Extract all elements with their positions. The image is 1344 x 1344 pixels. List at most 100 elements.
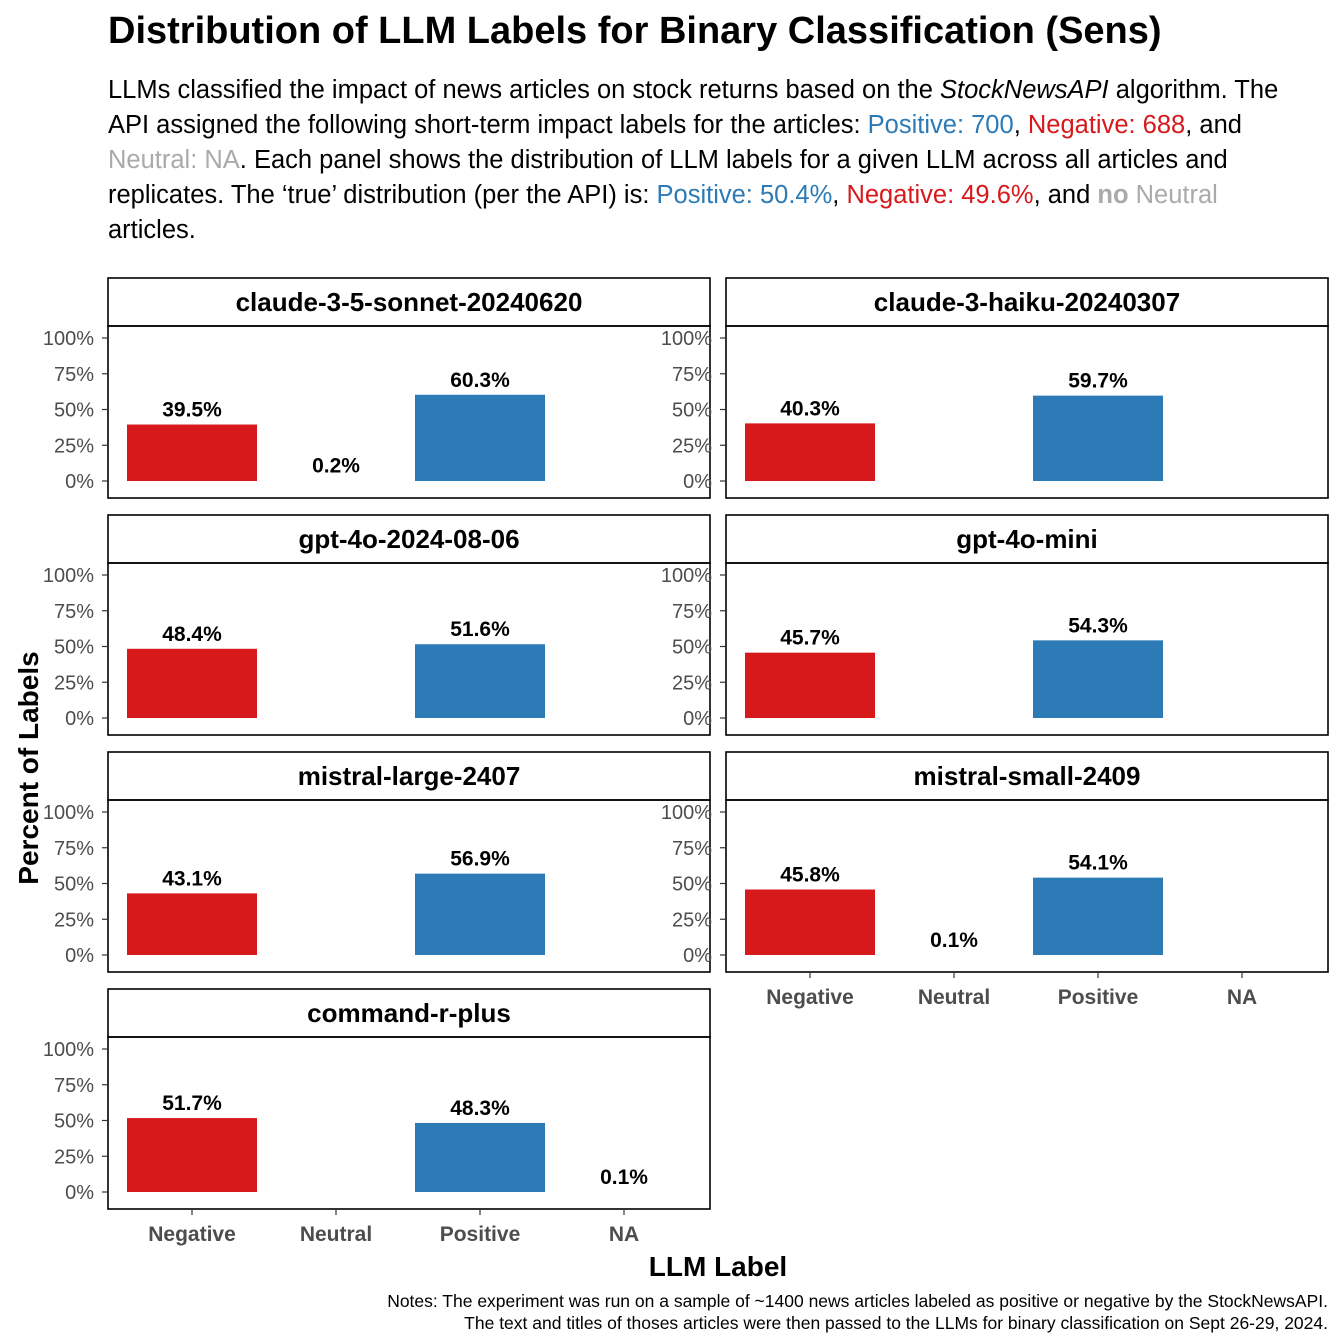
bar-positive <box>415 873 545 955</box>
bar-label-neutral: 0.2% <box>312 455 360 478</box>
bar-label-negative: 45.7% <box>780 627 840 650</box>
bar-negative <box>745 889 875 955</box>
bar-label-neutral: 0.1% <box>930 929 978 952</box>
panel-frame <box>725 799 1329 973</box>
bar-label-positive: 54.3% <box>1068 614 1128 637</box>
y-tick-label: 50% <box>54 1111 94 1133</box>
facet-panels: claude-3-5-sonnet-20240620 0% 25% 50% 75% 100… <box>43 277 1329 1246</box>
y-tick-label: 50% <box>672 400 712 422</box>
bar-negative <box>127 893 257 955</box>
panel-strip <box>107 988 711 1038</box>
y-tick-label: 75% <box>54 838 94 860</box>
subtitle-text-3: , <box>1013 111 1028 139</box>
x-tick-label-negative: Negative <box>148 1223 236 1246</box>
y-tick-label: 25% <box>672 909 712 931</box>
y-tick-label: 0% <box>65 708 94 730</box>
y-tick-label: 50% <box>672 637 712 659</box>
bar-negative <box>745 423 875 481</box>
chart-notes: Notes: The experiment was run on a sampl… <box>387 1290 1328 1334</box>
subtitle-text-9: articles. <box>108 216 196 244</box>
y-tick-label: 25% <box>672 672 712 694</box>
panel-title: command-r-plus <box>307 998 511 1028</box>
panel-claude-3-haiku-20240307: claude-3-haiku-20240307 0% 25% 50% 75% 100% 40… <box>661 277 1329 499</box>
subtitle-neutral-word: Neutral <box>1135 181 1218 209</box>
y-tick-label: 0% <box>683 945 712 967</box>
panel-frame <box>107 562 711 736</box>
y-tick-label: 100% <box>43 802 94 824</box>
y-tick-label: 25% <box>54 1146 94 1168</box>
subtitle-neutral-count: Neutral: NA <box>108 146 240 174</box>
subtitle-text-4: , and <box>1185 111 1242 139</box>
bar-label-positive: 48.3% <box>450 1097 510 1120</box>
x-axis-title: LLM Label <box>649 1251 787 1282</box>
panel-title: mistral-small-2409 <box>914 761 1141 791</box>
bar-label-negative: 45.8% <box>780 864 840 887</box>
y-tick-label: 100% <box>43 565 94 587</box>
panel-title: claude-3-5-sonnet-20240620 <box>236 287 583 317</box>
panel-frame <box>107 799 711 973</box>
subtitle-negative-pct: Negative: 49.6% <box>846 181 1034 209</box>
y-tick-label: 25% <box>54 909 94 931</box>
subtitle-positive-pct: Positive: 50.4% <box>656 181 833 209</box>
panel-frame <box>107 325 711 499</box>
bar-positive <box>415 644 545 718</box>
subtitle-negative-count: Negative: 688 <box>1027 111 1186 139</box>
bar-negative <box>127 1118 257 1192</box>
y-tick-label: 50% <box>54 400 94 422</box>
x-tick-label-positive: Positive <box>1058 986 1139 1009</box>
y-tick-label: 0% <box>65 471 94 493</box>
y-tick-label: 0% <box>65 1182 94 1204</box>
panel-command-r-plus: command-r-plus 0% 25% 50% 75% 100% 51.7% 48.3% 0… <box>43 988 711 1246</box>
panel-mistral-small-2409: mistral-small-2409 0% 25% 50% 75% 100% 45.8% 0.… <box>661 751 1329 1009</box>
bar-negative <box>127 424 257 481</box>
bar-label-positive: 60.3% <box>450 369 510 392</box>
bar-positive <box>1033 640 1163 718</box>
y-tick-label: 75% <box>54 601 94 623</box>
panel-gpt-4o-mini: gpt-4o-mini 0% 25% 50% 75% 100% 45.7% 54.3% <box>661 514 1329 736</box>
bar-label-negative: 43.1% <box>162 867 222 890</box>
panel-mistral-large-2407: mistral-large-2407 0% 25% 50% 75% 100% 43.1% 56… <box>43 751 711 973</box>
panel-strip <box>107 277 711 327</box>
bar-positive <box>1033 395 1163 481</box>
y-tick-label: 75% <box>672 601 712 623</box>
x-tick-label-neutral: Neutral <box>918 986 990 1009</box>
bar-label-positive: 54.1% <box>1068 852 1128 875</box>
bar-negative <box>127 648 257 718</box>
y-tick-label: 100% <box>661 328 712 350</box>
panel-strip <box>725 277 1329 327</box>
y-tick-label: 75% <box>672 364 712 386</box>
bar-positive <box>415 394 545 481</box>
subtitle-no-word: no <box>1097 181 1129 209</box>
x-tick-label-na: NA <box>1227 986 1257 1009</box>
bar-label-negative: 39.5% <box>162 399 222 422</box>
bar-positive <box>1033 877 1163 955</box>
panel-title: gpt-4o-2024-08-06 <box>298 524 519 554</box>
y-tick-label: 100% <box>43 1039 94 1061</box>
y-tick-label: 75% <box>54 1075 94 1097</box>
y-tick-label: 25% <box>54 435 94 457</box>
y-axis-title: Percent of Labels <box>13 651 44 884</box>
y-tick-label: 75% <box>54 364 94 386</box>
y-tick-label: 100% <box>661 802 712 824</box>
y-tick-label: 100% <box>43 328 94 350</box>
x-tick-label-na: NA <box>609 1223 639 1246</box>
panel-title: claude-3-haiku-20240307 <box>874 287 1180 317</box>
bar-positive <box>415 1122 545 1192</box>
bar-label-positive: 51.6% <box>450 618 510 641</box>
bar-label-negative: 40.3% <box>780 397 840 420</box>
bar-label-positive: 56.9% <box>450 848 510 871</box>
panel-title: gpt-4o-mini <box>956 524 1098 554</box>
panel-frame <box>725 325 1329 499</box>
subtitle-text-5: . Each panel shows the distribution of L… <box>108 146 1228 209</box>
x-tick-label-neutral: Neutral <box>300 1223 372 1246</box>
panel-title: mistral-large-2407 <box>298 761 521 791</box>
panel-strip <box>725 514 1329 564</box>
subtitle-text-7: , and <box>1033 181 1098 209</box>
chart-title: Distribution of LLM Labels for Binary Cl… <box>108 10 1162 52</box>
subtitle-positive-count: Positive: 700 <box>867 111 1014 139</box>
x-tick-label-positive: Positive <box>440 1223 521 1246</box>
y-tick-label: 0% <box>65 945 94 967</box>
subtitle-text-6: , <box>832 181 847 209</box>
panel-gpt-4o-2024-08-06: gpt-4o-2024-08-06 0% 25% 50% 75% 100% 48.4% 51.… <box>43 514 711 736</box>
